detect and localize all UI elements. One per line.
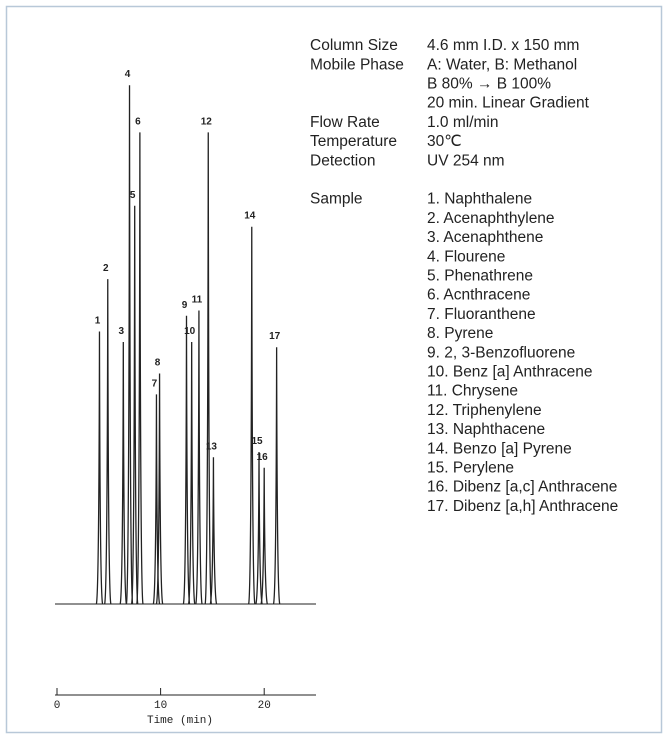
sample-item: 2. Acenaphthylene <box>427 210 555 227</box>
peak <box>155 373 164 605</box>
peak <box>187 341 196 605</box>
condition-label: Detection <box>310 152 375 169</box>
sample-item: 5. Phenathrene <box>427 267 533 284</box>
peak-label: 13 <box>206 441 218 452</box>
sample-item: 13. Naphthacene <box>427 421 545 438</box>
sample-item: 6. Acnthracene <box>427 287 530 304</box>
sample-item: 10. Benz [a] Anthracene <box>427 363 592 380</box>
peak-label: 17 <box>269 331 281 342</box>
condition-label: Column Size <box>310 37 398 54</box>
peak-label: 16 <box>257 452 269 463</box>
sample-item: 11. Chrysene <box>427 383 518 400</box>
condition-value: UV 254 nm <box>427 152 505 169</box>
peak-label: 8 <box>155 357 161 368</box>
peak <box>125 85 134 605</box>
x-tick-label: 10 <box>154 700 167 712</box>
x-tick-label: 20 <box>258 700 271 712</box>
peak <box>195 310 203 605</box>
peak <box>255 452 263 605</box>
sample-item: 9. 2, 3-Benzofluorene <box>427 344 575 361</box>
x-tick-label: 0 <box>54 700 61 712</box>
sample-item: 8. Pyrene <box>427 325 493 342</box>
frame <box>5 5 663 734</box>
peak <box>95 331 104 605</box>
condition-label: Temperature <box>310 133 397 150</box>
peak-label: 10 <box>184 326 196 337</box>
peak-label: 2 <box>103 263 109 274</box>
peak <box>182 315 191 605</box>
peak-label: 14 <box>244 211 256 222</box>
peak-label: 15 <box>251 436 263 447</box>
sample-item: 7. Fluoranthene <box>427 306 536 323</box>
peak <box>204 132 213 605</box>
sample-item: 16. Dibenz [a,c] Anthracene <box>427 479 617 496</box>
peak-label: 1 <box>95 316 101 327</box>
peak <box>272 347 281 605</box>
peak-label: 11 <box>192 295 203 306</box>
peak <box>130 205 139 605</box>
peak-label: 12 <box>201 116 213 127</box>
peak-label: 4 <box>125 69 131 80</box>
sample-item: 1. Naphthalene <box>427 191 532 208</box>
peak <box>104 279 112 605</box>
sample-item: 4. Flourene <box>427 248 505 265</box>
peak-label: 5 <box>130 190 136 201</box>
condition-value: 4.6 mm I.D. x 150 mm <box>427 37 579 54</box>
sample-item: 17. Dibenz [a,h] Anthracene <box>427 498 618 515</box>
condition-value: 20 min. Linear Gradient <box>427 95 590 112</box>
condition-value: A: Water, B: Methanol <box>427 56 577 73</box>
peak <box>260 467 268 605</box>
x-axis-label: Time (min) <box>147 715 213 727</box>
sample-item: 12. Triphenylene <box>427 402 542 419</box>
peak <box>119 341 128 605</box>
peak-label: 9 <box>182 300 188 311</box>
peak-label: 3 <box>119 326 125 337</box>
peak-label: 6 <box>135 116 141 127</box>
sample-item: 3. Acenaphthene <box>427 229 543 246</box>
peak-label: 7 <box>152 378 158 389</box>
condition-value: B 80% → B 100% <box>427 75 551 92</box>
peak <box>248 226 256 605</box>
sample-item: 14. Benzo [a] Pyrene <box>427 440 572 457</box>
sample-label: Sample <box>310 191 363 208</box>
peak <box>136 132 144 605</box>
condition-value: 30℃ <box>427 133 462 150</box>
condition-label: Mobile Phase <box>310 56 404 73</box>
sample-item: 15. Perylene <box>427 459 514 476</box>
peak <box>209 457 218 605</box>
condition-value: 1.0 ml/min <box>427 114 499 131</box>
condition-label: Flow Rate <box>310 114 380 131</box>
